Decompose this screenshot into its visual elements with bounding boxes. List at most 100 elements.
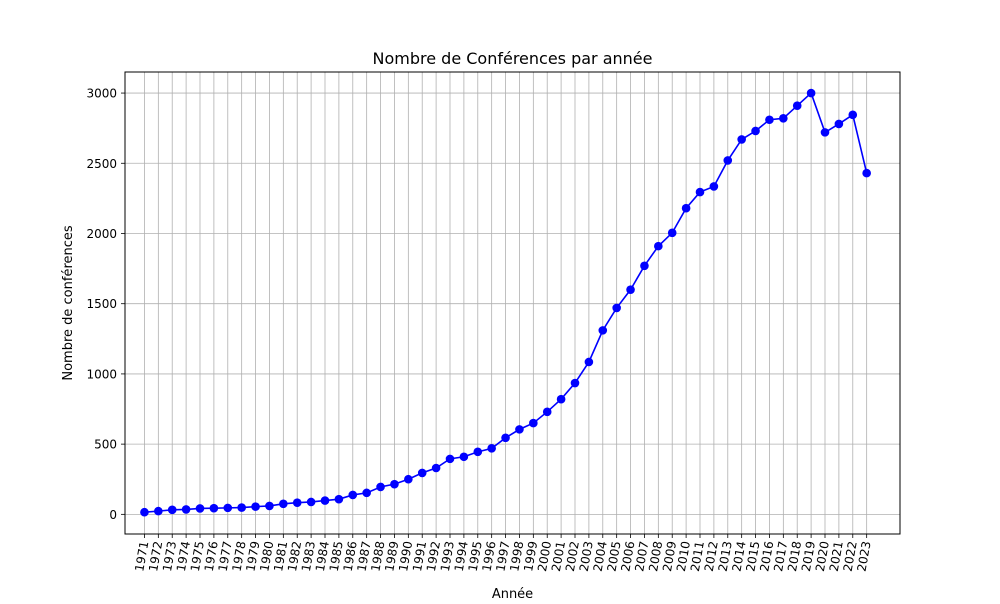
x-tick-label: 2021 — [827, 540, 846, 573]
data-point — [306, 497, 316, 507]
series-layer — [140, 88, 871, 517]
data-point — [584, 357, 594, 367]
data-point — [404, 474, 413, 484]
data-point — [806, 88, 816, 98]
y-tick-label: 1500 — [86, 297, 117, 311]
plot-frame — [124, 71, 901, 535]
x-tick-label: 1987 — [355, 540, 374, 573]
data-point — [626, 285, 635, 294]
data-point — [751, 126, 760, 136]
data-point — [473, 447, 483, 457]
data-point — [154, 506, 163, 516]
data-point — [334, 494, 344, 504]
x-tick-label: 2010 — [674, 540, 693, 573]
x-tick-label: 2015 — [743, 540, 762, 573]
x-tick-label: 1986 — [341, 540, 360, 573]
data-point — [417, 468, 427, 478]
x-tick-label: 2022 — [841, 540, 860, 573]
chart-title: Nombre de Conférences par année — [373, 49, 653, 68]
data-point — [779, 114, 788, 123]
data-point — [654, 241, 663, 251]
x-tick-label: 1993 — [438, 540, 457, 573]
data-point — [459, 452, 469, 462]
x-tick-label: 1983 — [299, 540, 318, 573]
x-tick-label: 1974 — [174, 540, 193, 573]
data-point — [570, 378, 580, 388]
data-point — [834, 119, 844, 129]
x-tick-label: 2006 — [618, 540, 637, 573]
x-tick-label: 1975 — [188, 540, 207, 573]
data-point — [195, 504, 205, 513]
x-tick-label: 2012 — [702, 540, 721, 573]
data-point — [265, 501, 274, 511]
x-tick-label: 1976 — [202, 540, 221, 573]
x-tick-label: 2007 — [632, 540, 651, 573]
data-point — [501, 433, 510, 443]
x-tick-label: 1989 — [382, 540, 401, 573]
x-tick-label: 2005 — [605, 540, 624, 573]
x-tick-label: 2009 — [660, 540, 679, 573]
x-tick-label: 2016 — [757, 540, 776, 573]
data-point — [181, 505, 191, 514]
y-tick-label: 2000 — [86, 227, 117, 241]
x-tick-label: 2017 — [771, 540, 790, 573]
x-tick-label: 1981 — [271, 540, 290, 573]
y-axis-label: Nombre de conférences — [61, 225, 76, 381]
x-tick-label: 1979 — [243, 540, 262, 573]
x-axis: 1971197219731974197519761977197819791980… — [132, 534, 874, 573]
x-tick-label: 1982 — [285, 540, 304, 573]
x-tick-label: 2014 — [730, 540, 749, 573]
x-tick-label: 1978 — [230, 540, 249, 573]
x-tick-label: 1973 — [160, 540, 179, 573]
x-tick-label: 2008 — [646, 540, 665, 573]
data-point — [348, 490, 358, 500]
x-tick-label: 2002 — [563, 540, 582, 573]
y-tick-label: 3000 — [86, 87, 117, 101]
data-point — [237, 503, 246, 512]
y-tick-label: 500 — [94, 438, 117, 452]
x-tick-label: 2020 — [813, 540, 832, 573]
data-point — [167, 505, 177, 515]
data-point — [640, 261, 649, 271]
data-point — [487, 444, 496, 453]
data-point — [529, 418, 538, 428]
data-point — [612, 303, 621, 313]
x-tick-label: 2003 — [577, 540, 596, 573]
data-point — [723, 156, 733, 165]
data-point — [848, 110, 858, 120]
data-point — [292, 498, 302, 507]
x-tick-label: 1980 — [257, 540, 276, 573]
data-point — [445, 454, 455, 464]
data-point — [390, 479, 399, 489]
x-tick-label: 2018 — [785, 540, 804, 573]
y-tick-label: 0 — [109, 508, 117, 522]
x-tick-label: 1997 — [493, 540, 512, 573]
data-point — [279, 499, 288, 509]
x-tick-label: 1994 — [452, 540, 471, 573]
data-point — [598, 326, 608, 335]
data-point — [792, 101, 802, 111]
x-tick-label: 1990 — [396, 540, 415, 573]
x-tick-label: 2011 — [688, 540, 707, 573]
x-tick-label: 1998 — [507, 540, 526, 573]
data-point — [556, 394, 566, 404]
data-point — [765, 115, 774, 125]
x-tick-label: 1971 — [132, 540, 151, 573]
data-point — [542, 407, 552, 417]
data-point — [223, 503, 233, 513]
x-tick-label: 1996 — [480, 540, 499, 573]
data-point — [681, 203, 691, 213]
x-tick-label: 2004 — [591, 540, 610, 573]
data-point — [515, 425, 524, 434]
data-point — [667, 228, 677, 238]
x-axis-label: Année — [492, 587, 533, 600]
x-tick-label: 1992 — [424, 540, 443, 573]
data-point — [862, 168, 871, 178]
y-tick-label: 2500 — [86, 157, 117, 171]
x-tick-label: 2023 — [855, 540, 874, 573]
data-point — [737, 135, 746, 144]
data-point — [695, 187, 705, 197]
